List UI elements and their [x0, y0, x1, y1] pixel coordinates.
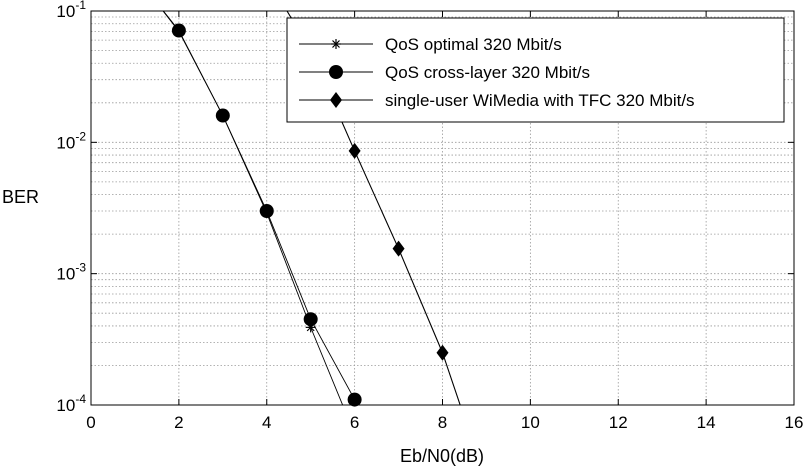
y-tick-label: 10-2	[56, 129, 86, 152]
y-tick-exponent: -3	[75, 261, 86, 275]
x-tick-label: 6	[350, 413, 359, 432]
x-tick-label: 10	[521, 413, 540, 432]
legend-label: QoS optimal 320 Mbit/s	[385, 35, 562, 54]
x-tick-label: 14	[697, 413, 716, 432]
legend-marker-circle	[329, 65, 343, 79]
series-line-circle	[162, 11, 356, 400]
y-tick-base: 10	[56, 396, 75, 415]
data-point-diamond	[392, 240, 405, 257]
asterisk-stroke	[332, 40, 340, 48]
y-tick-labels: 10-110-210-310-4	[56, 0, 86, 415]
y-tick-label: 10-1	[56, 0, 86, 21]
y-tick-base: 10	[56, 2, 75, 21]
x-tick-label: 8	[438, 413, 447, 432]
data-point-circle	[171, 23, 186, 38]
x-tick-label: 16	[785, 413, 804, 432]
data-point-diamond	[348, 142, 361, 159]
y-tick-label: 10-4	[56, 392, 86, 415]
y-tick-label: 10-3	[56, 261, 86, 284]
legend-marker-asterisk	[331, 39, 341, 49]
legend-box	[286, 17, 785, 123]
markers-layer	[171, 23, 449, 407]
legend-label: single-user WiMedia with TFC 320 Mbit/s	[385, 91, 695, 110]
y-tick-base: 10	[56, 133, 75, 152]
x-tick-label: 2	[174, 413, 183, 432]
y-tick-exponent: -1	[75, 0, 86, 12]
y-tick-exponent: -4	[75, 392, 86, 406]
legend: QoS optimal 320 Mbit/s QoS cross-layer 32…	[286, 17, 785, 123]
data-point-circle	[215, 108, 230, 123]
y-tick-exponent: -2	[75, 129, 86, 143]
legend-marker-diamond	[330, 92, 342, 108]
legend-label: QoS cross-layer 320 Mbit/s	[385, 63, 590, 82]
x-tick-labels: 0 2 4 6 8 10 12 14 16	[86, 413, 803, 432]
x-tick-label: 12	[609, 413, 628, 432]
x-axis-title: Eb/N0(dB)	[400, 446, 484, 466]
y-tick-base: 10	[56, 265, 75, 284]
ticks-layer	[90, 10, 795, 406]
x-tick-label: 4	[262, 413, 271, 432]
x-tick-label: 0	[86, 413, 95, 432]
data-point-circle	[303, 312, 318, 327]
data-point-circle	[259, 204, 274, 219]
y-axis-title: BER	[2, 187, 39, 207]
data-point-diamond	[436, 344, 449, 361]
